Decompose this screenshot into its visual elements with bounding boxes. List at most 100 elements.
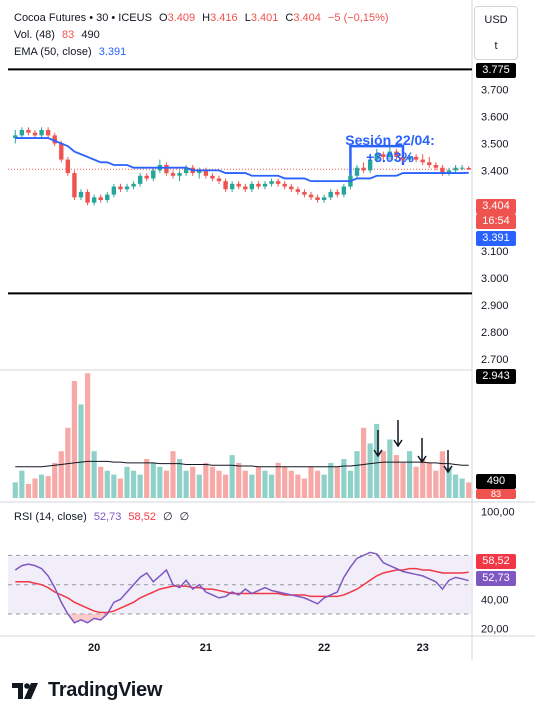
volume-bar [111,474,117,498]
volume-bar [288,470,294,498]
volume-bar [222,474,229,498]
rsi-ma-tag: 58,52 [476,554,516,569]
candle-body [321,197,327,200]
candle-body [223,181,228,190]
volume-bar [242,470,248,498]
tradingview-logo-text: TradingView [48,679,163,701]
countdown-tag: 16:54 [476,214,516,229]
volume-bar [98,466,104,498]
rsi-tag: 52,73 [476,571,516,586]
open-value: 3.409 [167,12,196,24]
candle-body [446,170,452,174]
ema-label: EMA (50, close) [14,46,92,58]
candle-body [466,167,471,170]
candle-body [52,135,57,144]
annotation-line-2: +3.03% [366,149,414,165]
candle-body [229,183,235,190]
candle-body [45,130,51,136]
volume-bar [367,443,373,498]
candle-body [427,162,432,165]
volume-bar [406,451,413,498]
volume-bar [446,466,452,498]
candle-body [65,159,71,174]
volume-bar [393,455,400,498]
candle-body [433,165,439,168]
volume-bar [84,373,91,498]
volume-bar [439,451,446,498]
candle-body [203,170,209,176]
candle-body [453,167,458,171]
currency-selector[interactable]: USD t [474,6,518,60]
volume-bar [163,470,170,498]
volume-bar [275,462,281,498]
candle-body [85,191,90,203]
volume-bar [117,478,124,498]
volume-bar [176,459,183,498]
rsi-empty-1: ∅ [163,511,173,523]
candle-body [367,159,373,171]
symbol-name: Cocoa Futures • 30 • ICEUS [14,12,152,24]
volume-bar [19,470,25,498]
ema-price-tag: 3.391 [476,231,516,246]
volume-bar [426,462,432,498]
low-value: 3.401 [250,12,279,24]
candle-body [183,167,189,174]
candle-body [413,156,419,160]
volume-bar [433,470,439,498]
volume-bar [262,470,268,498]
time-axis-tick: 21 [200,642,212,654]
volume-bar [268,474,275,498]
volume-bar [328,462,334,498]
rsi-legend: RSI (14, close) 52,73 58,52 ∅ ∅ [14,510,193,523]
arrow-annotation [417,438,427,464]
volume-bar [32,478,38,498]
volume-legend: Vol. (48) 83 490 [14,29,104,41]
candle-body [72,173,77,198]
tradingview-logo[interactable]: TradingView [12,679,162,702]
candle-body [105,194,110,200]
candle-body [420,159,425,163]
candle-body [381,154,386,157]
candle-body [210,175,215,179]
candle-body [170,173,176,176]
currency-label: USD [484,14,508,26]
volume-bar [314,470,321,498]
time-axis-tick: 20 [88,642,100,654]
volume-bar [25,483,32,498]
candle-body [32,132,38,136]
rsi-label: RSI (14, close) [14,511,87,523]
volume-ma-tag: 490 [476,474,516,489]
rsi-axis-tick: 40,00 [481,594,509,606]
arrow-annotation [443,450,453,474]
volume-bar [130,470,137,498]
volume-bar [38,474,45,498]
price-axis-tick: 3.100 [481,246,509,258]
candle-body [335,191,340,195]
rsi-empty-2: ∅ [179,511,190,523]
candle-body [400,156,406,160]
candle-body [26,130,31,133]
arrow-annotation [393,420,403,448]
candle-body [91,197,97,203]
candle-body [407,156,412,160]
open-label: O [159,12,168,24]
candle-body [328,191,333,198]
rsi-axis-tick: 20,00 [481,624,509,636]
candle-body [394,151,399,157]
price-axis-tick: 2.900 [481,300,509,312]
volume-label: Vol. (48) [14,29,55,41]
volume-bar [144,459,150,498]
high-label: H [202,12,211,24]
candle-body [78,191,84,198]
candle-body [269,181,274,184]
volume-bar [420,459,426,498]
volume-bar [209,466,216,498]
volume-bar [321,474,327,498]
volume-bar [229,455,235,498]
volume-bar [190,466,196,498]
volume-bar [255,466,262,498]
price-axis-tick: 3.500 [481,138,509,150]
arrow-annotation [373,430,383,458]
level-top-tag: 3.775 [476,63,516,78]
ema-value: 3.391 [98,46,127,58]
